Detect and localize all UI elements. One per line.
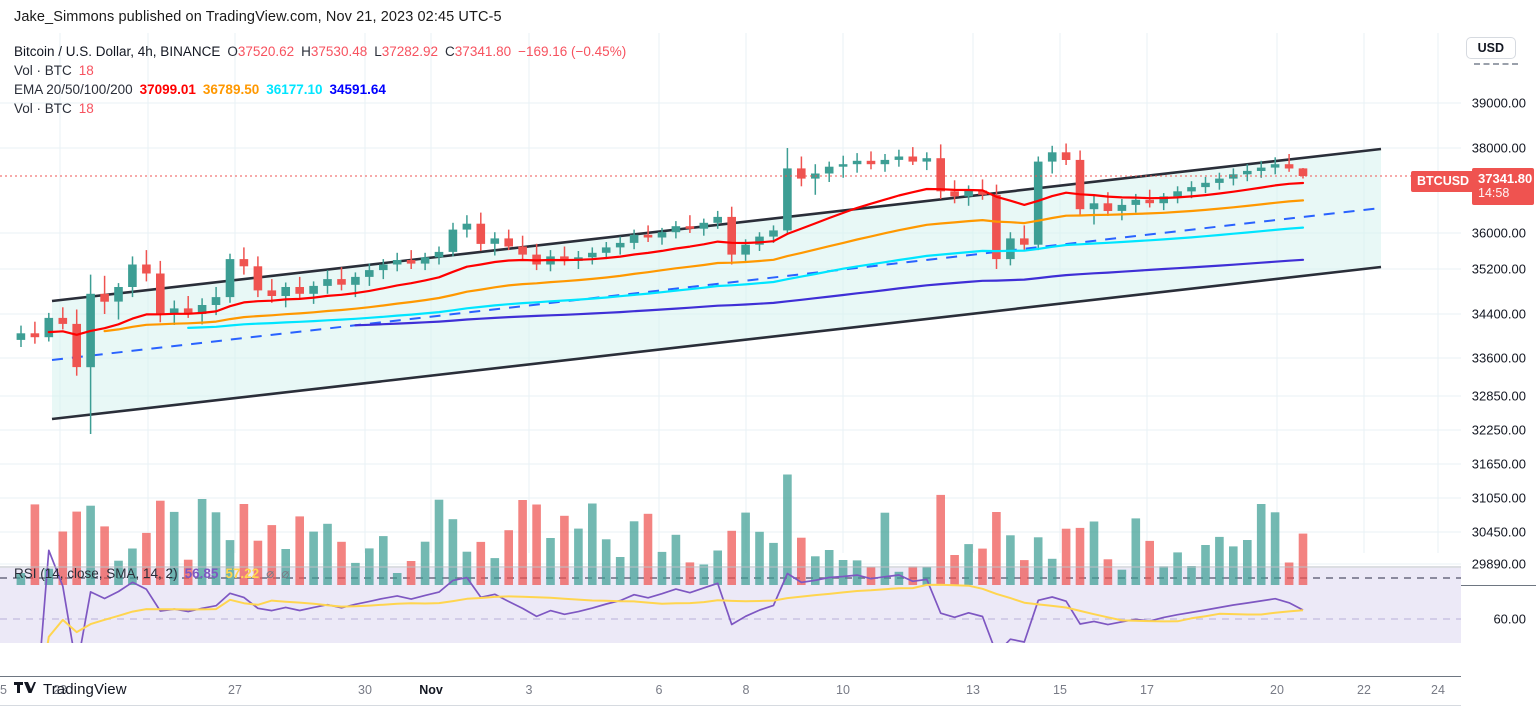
legend-l-label: L [374, 44, 382, 59]
legend-o-label: O [227, 44, 238, 59]
time-tick-month: Nov [419, 683, 443, 697]
time-tick: 15 [1053, 683, 1067, 697]
price-tick: 35200.00 [1471, 261, 1526, 277]
price-plot[interactable] [0, 33, 1461, 643]
price-tick: 31650.00 [1471, 456, 1526, 472]
time-tick: 30 [358, 683, 372, 697]
legend-ema-label: EMA 20/50/100/200 [14, 82, 133, 97]
time-tick: 10 [836, 683, 850, 697]
current-price-value: 37341.80 [1478, 171, 1533, 186]
price-tick: 29890.00 [1471, 556, 1526, 572]
price-tick: 39000.00 [1471, 95, 1526, 111]
legend-change: −169.16 (−0.45%) [518, 44, 627, 59]
legend-ema-row: EMA 20/50/100/200 37099.01 36789.50 36177.1… [14, 80, 626, 99]
legend-symbol: Bitcoin / U.S. Dollar, 4h, BINANCE [14, 44, 221, 59]
axis-dash-marker [1474, 63, 1518, 65]
time-tick: 13 [966, 683, 980, 697]
legend-ema50: 36789.50 [202, 82, 260, 97]
rsi-legend: RSI (14, close, SMA, 14, 2) 56.85 57.22 ⌀ ⌀ [14, 566, 289, 582]
time-axis-top-border [0, 676, 1461, 677]
current-price-tag: 37341.80 14:58 [1472, 168, 1534, 205]
time-tick: 25 [0, 683, 7, 697]
price-tick: 34400.00 [1471, 306, 1526, 322]
rsi-nil-2: ⌀ [281, 566, 290, 581]
legend-close: 37341.80 [454, 44, 512, 59]
time-axis-bottom-border [0, 705, 1461, 706]
tradingview-logo-icon [14, 681, 36, 693]
legend-volume-value-1: 18 [78, 63, 94, 78]
rsi-sma-value: 57.22 [225, 566, 260, 581]
legend-low: 37282.92 [381, 44, 439, 59]
price-tick: 33600.00 [1471, 350, 1526, 366]
time-tick: 22 [1357, 683, 1371, 697]
legend-open: 37520.62 [237, 44, 295, 59]
chart-legend: Bitcoin / U.S. Dollar, 4h, BINANCE O37520… [14, 42, 626, 118]
chart-frame: Bitcoin / U.S. Dollar, 4h, BINANCE O37520… [0, 33, 1536, 706]
rsi-nil-1: ⌀ [266, 566, 275, 581]
legend-symbol-row: Bitcoin / U.S. Dollar, 4h, BINANCE O37520… [14, 42, 626, 61]
time-tick: 17 [1140, 683, 1154, 697]
price-tick: 36000.00 [1471, 225, 1526, 241]
rsi-axis-tick: 60.00 [1493, 611, 1526, 627]
price-tick: 32850.00 [1471, 388, 1526, 404]
rsi-legend-label: RSI (14, close, SMA, 14, 2) [14, 566, 178, 581]
time-tick: 20 [1270, 683, 1284, 697]
time-tick: 27 [228, 683, 242, 697]
time-tick: 24 [1431, 683, 1445, 697]
symbol-price-tag: BTCUSD [1411, 171, 1476, 192]
price-tick: 32250.00 [1471, 422, 1526, 438]
tradingview-footer: TradingView [14, 681, 127, 698]
price-tick: 38000.00 [1471, 140, 1526, 156]
rsi-pane-divider [1461, 585, 1536, 587]
chart-canvas [0, 33, 1461, 643]
legend-volume-value-2: 18 [78, 101, 94, 116]
time-tick: 23 [53, 683, 67, 697]
current-price-countdown: 14:58 [1478, 186, 1510, 200]
time-tick: 6 [655, 683, 663, 697]
legend-c-label: C [445, 44, 455, 59]
legend-ema100: 36177.10 [266, 82, 323, 97]
time-axis[interactable]: 23 25 27 30 Nov 3 6 8 10 13 15 17 20 22 … [0, 676, 1461, 706]
legend-volume-row-1: Vol · BTC 18 [14, 61, 626, 80]
price-axis[interactable]: USD 39000.00 38000.00 36000.00 35200.00 … [1461, 33, 1536, 643]
time-tick: 3 [525, 683, 533, 697]
time-tick: 8 [742, 683, 750, 697]
tradingview-brand-label: TradingView [43, 681, 127, 698]
publish-credit: Jake_Simmons published on TradingView.co… [14, 9, 502, 25]
price-tick: 30450.00 [1471, 524, 1526, 540]
rsi-value: 56.85 [184, 566, 219, 581]
price-tick: 31050.00 [1471, 490, 1526, 506]
legend-volume-label-1: Vol · BTC [14, 63, 72, 78]
currency-badge[interactable]: USD [1465, 37, 1516, 59]
legend-volume-row-2: Vol · BTC 18 [14, 99, 626, 118]
legend-h-label: H [301, 44, 311, 59]
legend-ema200: 34591.64 [329, 82, 386, 97]
legend-volume-label-2: Vol · BTC [14, 101, 72, 116]
legend-ema20: 37099.01 [139, 82, 196, 97]
legend-high: 37530.48 [310, 44, 368, 59]
